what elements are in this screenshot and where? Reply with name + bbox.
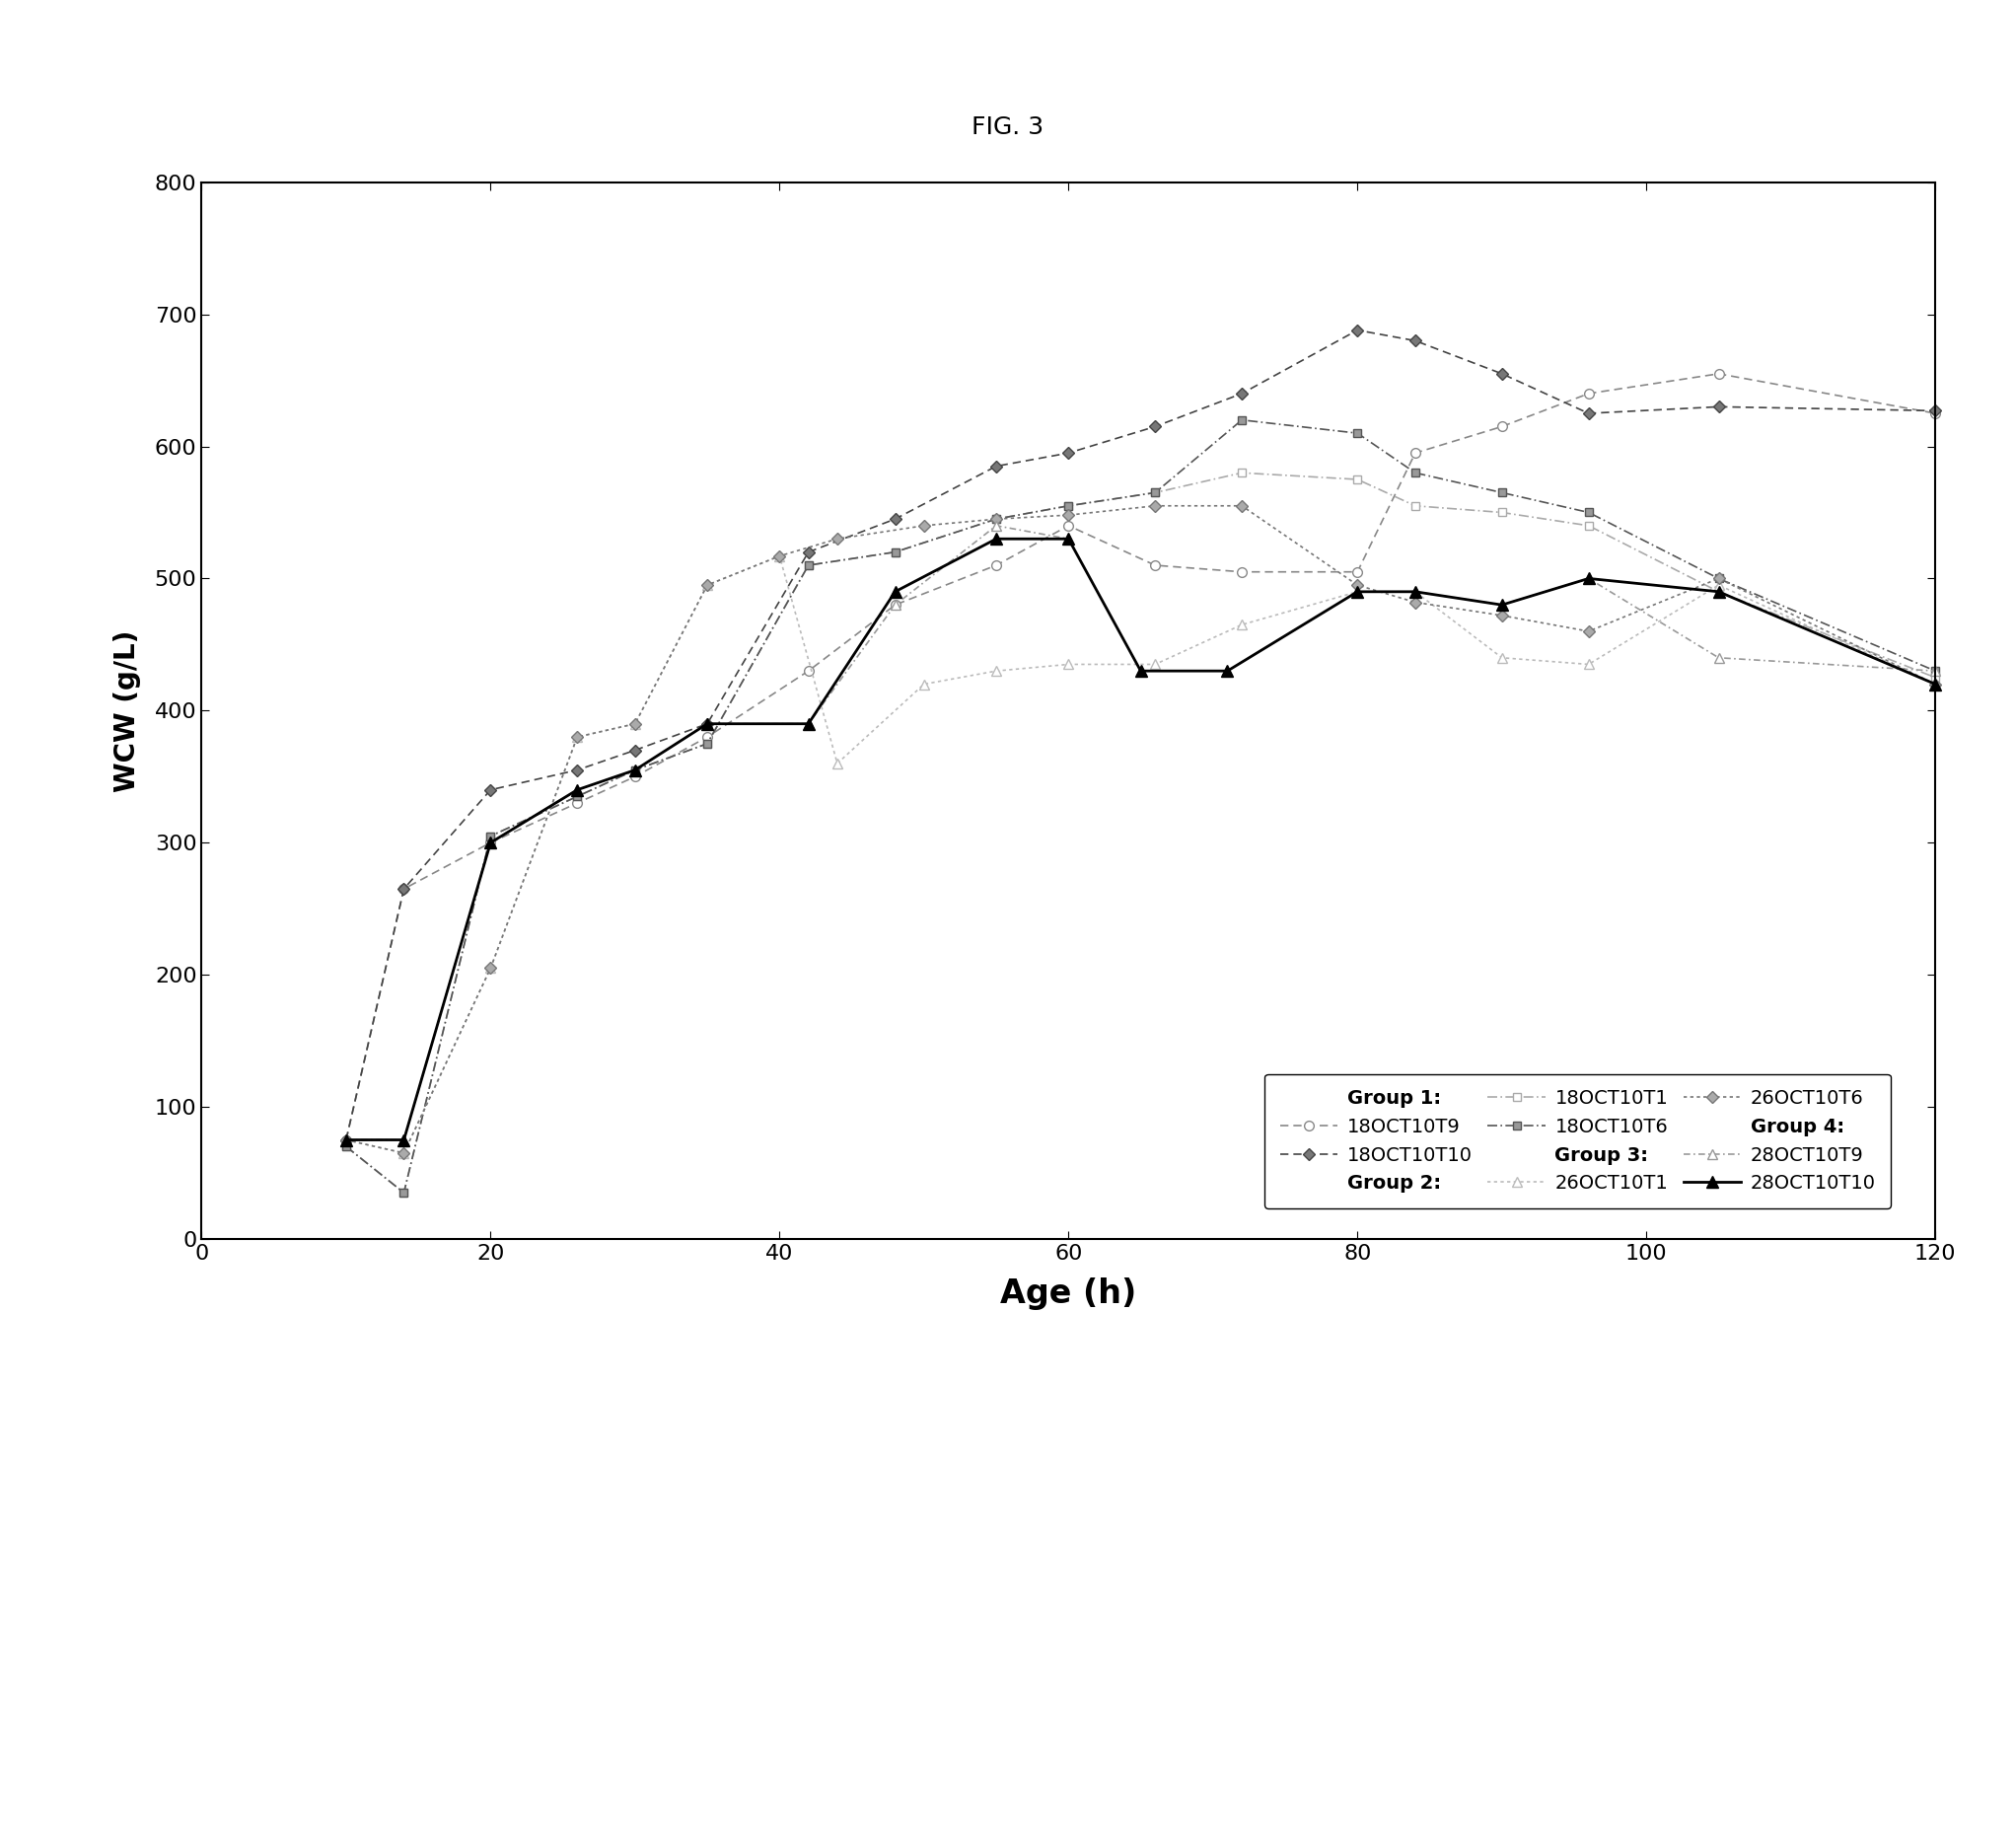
Legend: Group 1:, 18OCT10T9, 18OCT10T10, Group 2:, 18OCT10T1, 18OCT10T6, Group 3:, 26OCT: Group 1:, 18OCT10T9, 18OCT10T10, Group 2… — [1264, 1073, 1891, 1208]
X-axis label: Age (h): Age (h) — [1000, 1277, 1137, 1310]
Text: FIG. 3: FIG. 3 — [972, 117, 1044, 138]
Y-axis label: WCW (g/L): WCW (g/L) — [113, 630, 141, 791]
